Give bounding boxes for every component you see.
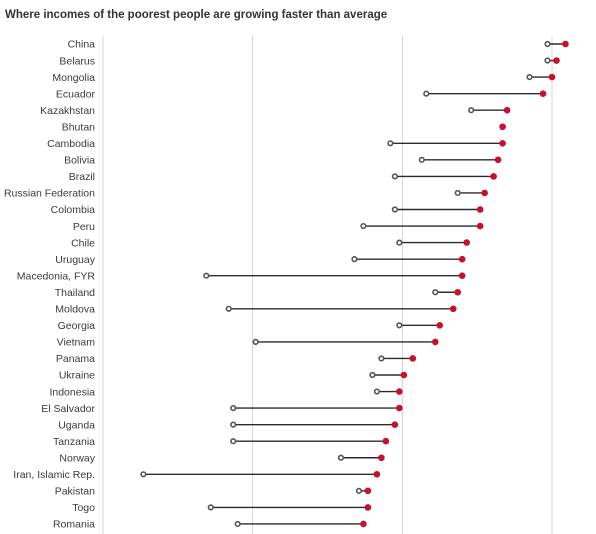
end-dot (539, 90, 547, 97)
category-labels: China Belarus Mongolia Ecuador Kazakhstan Bhu… (4, 39, 96, 531)
start-dot (360, 222, 367, 230)
end-dot (553, 57, 560, 64)
start-dot (337, 454, 345, 461)
start-dot (468, 107, 475, 114)
start-dot (544, 57, 551, 64)
end-dot (481, 189, 488, 197)
end-dot (463, 239, 470, 246)
end-dot (503, 106, 511, 114)
start-dot (252, 338, 259, 346)
start-dot (526, 73, 533, 81)
start-dot (544, 40, 551, 48)
start-dot (234, 520, 241, 528)
category-label: Ecuador (56, 88, 96, 100)
end-dot (364, 487, 372, 495)
end-dot (499, 123, 506, 131)
start-dot (396, 239, 403, 246)
category-label: Brazil (69, 171, 95, 183)
end-dot (431, 338, 439, 346)
start-dot (378, 355, 385, 362)
end-dot (458, 255, 466, 263)
start-dot (454, 189, 461, 197)
end-dot (494, 156, 502, 164)
category-label: Vietnam (57, 337, 96, 349)
category-label: Peru (73, 221, 95, 233)
category-label: China (68, 39, 96, 51)
end-dot (436, 322, 444, 329)
category-label: Macedonia, FYR (17, 270, 96, 282)
end-dot (458, 272, 466, 280)
end-dot (396, 388, 403, 395)
end-dot (391, 421, 399, 428)
end-dot (476, 206, 484, 213)
end-dot (396, 404, 403, 412)
end-dot (364, 504, 372, 511)
category-label: Norway (59, 452, 95, 464)
category-label: Kazakhstan (40, 105, 95, 117)
end-dot (454, 288, 462, 296)
category-label: Russian Federation (4, 188, 95, 200)
category-label: Tanzania (53, 436, 95, 448)
category-label: Bhutan (62, 121, 95, 133)
start-dot (203, 272, 210, 279)
end-dot (562, 40, 569, 48)
category-label: Romania (53, 519, 95, 531)
end-dot (490, 173, 497, 180)
chart-title: Where incomes of the poorest people are … (5, 9, 388, 21)
category-label: Mongolia (52, 72, 95, 84)
category-label: Ukraine (59, 370, 95, 382)
end-dot (360, 520, 367, 528)
category-label: Belarus (59, 55, 95, 67)
start-dot (387, 140, 394, 147)
end-dot (476, 222, 484, 230)
category-label: Panama (56, 353, 95, 365)
category-label: Pakistan (55, 486, 95, 498)
start-dot (207, 504, 214, 511)
start-dot (373, 388, 380, 395)
category-label: Colombia (51, 204, 96, 216)
category-label: Moldova (55, 304, 95, 316)
gridlines (102, 36, 553, 534)
start-dot (230, 438, 237, 445)
start-dot (140, 471, 147, 478)
category-label: Uruguay (55, 254, 95, 266)
start-dot (418, 156, 425, 163)
start-dot (391, 173, 398, 180)
start-dot (423, 90, 430, 97)
end-dot (378, 454, 385, 462)
data-marks (140, 40, 569, 528)
start-dot (355, 487, 363, 494)
end-dot (548, 73, 556, 81)
category-label: Georgia (58, 320, 96, 332)
end-dot (499, 140, 506, 147)
start-dot (396, 322, 403, 329)
category-label: Bolivia (64, 155, 95, 167)
category-label: Indonesia (49, 386, 95, 398)
end-dot (382, 437, 390, 445)
start-dot (391, 206, 398, 213)
end-dot (400, 371, 408, 379)
category-label: Cambodia (47, 138, 95, 150)
start-dot (225, 305, 232, 312)
category-label: Togo (72, 502, 95, 514)
category-label: Uganda (58, 419, 95, 431)
end-dot (449, 305, 457, 313)
category-label: Iran, Islamic Rep. (13, 469, 95, 481)
start-dot (230, 405, 237, 412)
start-dot (432, 289, 439, 296)
start-dot (230, 421, 237, 428)
category-label: Thailand (55, 287, 95, 299)
category-label: Chile (71, 237, 95, 249)
start-dot (369, 371, 376, 379)
end-dot (373, 471, 381, 478)
end-dot (409, 355, 417, 362)
start-dot (351, 256, 358, 263)
category-label: El Salvador (41, 403, 95, 415)
